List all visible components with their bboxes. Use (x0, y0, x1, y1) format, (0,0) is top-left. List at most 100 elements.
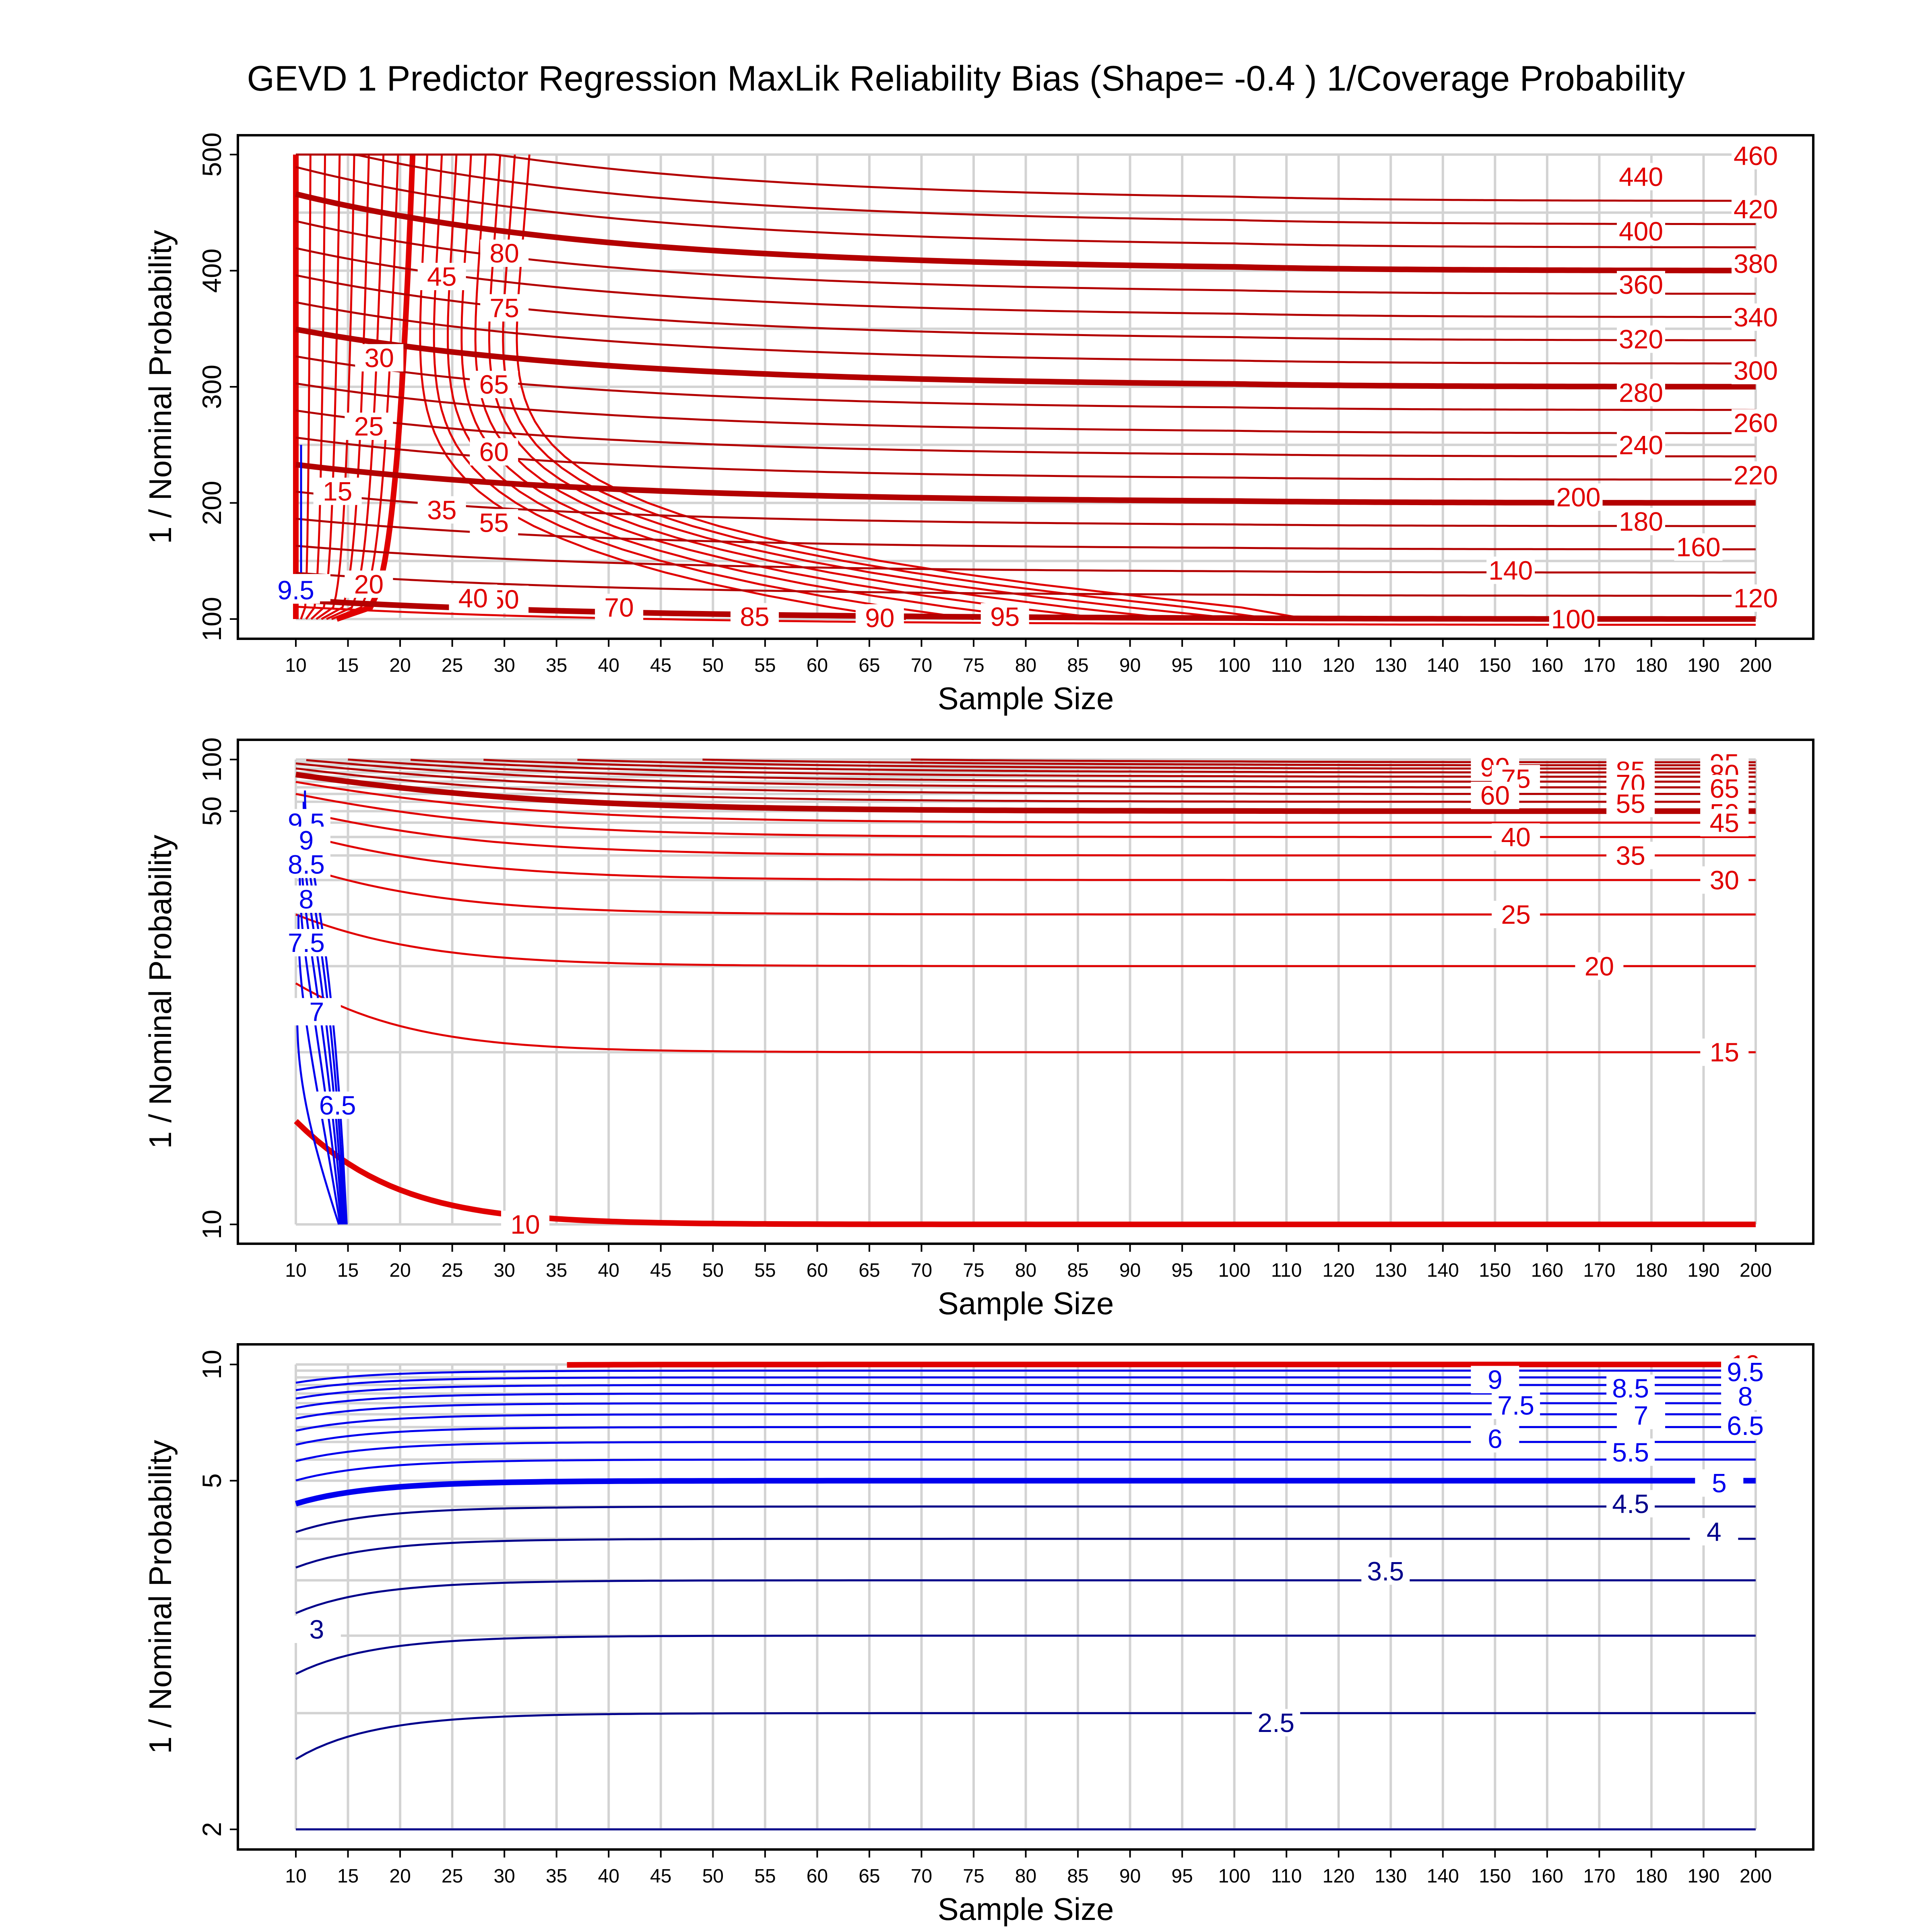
contour-line-red (310, 154, 341, 620)
contour-label-bg (1700, 866, 1749, 894)
x-tick-label: 20 (389, 1866, 411, 1887)
contour-label-bg (1617, 1402, 1666, 1429)
x-tick-label: 95 (1171, 1260, 1193, 1281)
x-tick-label: 30 (493, 655, 515, 676)
x-tick-label: 30 (493, 1260, 515, 1281)
x-tick-label: 35 (546, 1260, 567, 1281)
contour-label-bg (470, 438, 518, 466)
contour-label: 120 (1734, 583, 1778, 613)
contour-line-red (295, 832, 1756, 881)
contour-label-bg (1617, 508, 1666, 535)
x-tick-label: 120 (1323, 655, 1355, 676)
contour-label: 60 (1480, 780, 1510, 810)
contour-line-red (419, 154, 906, 620)
contour-line-blue (295, 1376, 1756, 1391)
contour-line-red (295, 166, 1756, 248)
contour-label-bg (355, 344, 404, 372)
contour-line-red (295, 382, 1756, 434)
contour-line-red (295, 191, 1756, 274)
x-tick-label: 190 (1687, 655, 1719, 676)
contour-line-blue (295, 1441, 1756, 1462)
x-tick-label: 75 (963, 655, 984, 676)
contour-label: 8 (299, 884, 314, 914)
x-tick-label: 10 (285, 655, 306, 676)
x-tick-label: 110 (1271, 655, 1302, 676)
contour-label: 55 (1616, 788, 1645, 818)
x-tick-label: 200 (1740, 1866, 1772, 1887)
contour-line-red (295, 436, 1756, 481)
contour-label: 5 (1712, 1468, 1727, 1498)
contour-label: 280 (1619, 378, 1663, 407)
x-tick-label: 100 (1218, 655, 1251, 676)
x-tick-label: 120 (1323, 1866, 1355, 1887)
y-tick-label: 500 (197, 132, 227, 177)
x-tick-label: 90 (1119, 1260, 1141, 1281)
x-tick-label: 50 (702, 655, 724, 676)
contour-line-red (295, 301, 1756, 365)
contour-label: 320 (1619, 324, 1663, 354)
contour-label-bg (282, 850, 330, 878)
contour-label-bg (1492, 901, 1540, 928)
contour-line-red (483, 759, 1756, 774)
contour-label: 200 (1556, 482, 1601, 512)
contour-label-bg (1361, 1557, 1410, 1585)
contour-label: 20 (1585, 951, 1614, 981)
x-tick-label: 160 (1531, 1260, 1563, 1281)
contour-label-bg (470, 371, 518, 398)
contour-label: 9 (299, 826, 314, 855)
contour-label-bg (292, 1615, 341, 1643)
x-tick-label: 180 (1635, 1866, 1668, 1887)
contour-label: 440 (1619, 162, 1663, 192)
x-tick-label: 25 (442, 655, 463, 676)
contour-label-bg (272, 576, 320, 604)
contour-label: 60 (479, 437, 509, 467)
contour-label-bg (1492, 1391, 1540, 1419)
contour-label: 3 (309, 1614, 324, 1644)
contour-label: 30 (1710, 865, 1739, 895)
x-tick-label: 65 (859, 655, 880, 676)
x-tick-label: 80 (1015, 1260, 1036, 1281)
contour-label-bg (1690, 1518, 1738, 1546)
x-tick-label: 65 (859, 1260, 880, 1281)
y-tick-label: 50 (197, 797, 227, 826)
contour-line-red (410, 759, 1756, 778)
contour-line-red (295, 220, 1756, 295)
x-tick-label: 25 (442, 1866, 463, 1887)
contour-line-blue (295, 1458, 1756, 1482)
contour-line-red (295, 767, 1756, 803)
contour-line-red (296, 153, 1756, 225)
contour-line-red (295, 274, 1756, 341)
x-tick-label: 20 (389, 1260, 411, 1281)
contour-line-red (295, 809, 1756, 857)
contour-line-blue (295, 1579, 1756, 1614)
x-tick-label: 60 (807, 1866, 828, 1887)
x-tick-label: 15 (337, 655, 359, 676)
contour-label: 95 (990, 602, 1020, 632)
x-tick-label: 140 (1427, 655, 1459, 676)
contour-line-red (295, 982, 1756, 1053)
contour-line-red (295, 355, 1756, 411)
contour-label: 80 (489, 238, 519, 268)
contour-label: 65 (1710, 774, 1739, 803)
contour-label: 70 (604, 592, 634, 622)
contour-line-red (295, 491, 1756, 527)
x-tick-label: 180 (1635, 655, 1668, 676)
x-tick-label: 55 (754, 1260, 776, 1281)
contour-label: 260 (1734, 408, 1778, 438)
x-tick-label: 100 (1218, 1866, 1251, 1887)
contour-label: 9 (1488, 1365, 1503, 1395)
contour-label-bg (1617, 379, 1666, 407)
x-tick-label: 30 (493, 1866, 515, 1887)
x-tick-label: 150 (1479, 655, 1511, 676)
contour-label: 8 (1738, 1381, 1753, 1411)
x-tick-label: 65 (859, 1866, 880, 1887)
contour-label: 6.5 (319, 1090, 356, 1120)
y-tick-label: 100 (197, 597, 227, 641)
contour-label-bg (1471, 782, 1519, 809)
x-tick-label: 80 (1015, 655, 1036, 676)
y-tick-label: 10 (197, 1350, 227, 1379)
contour-label-bg (1575, 952, 1624, 980)
y-tick-label: 300 (197, 365, 227, 409)
x-tick-label: 170 (1583, 655, 1615, 676)
